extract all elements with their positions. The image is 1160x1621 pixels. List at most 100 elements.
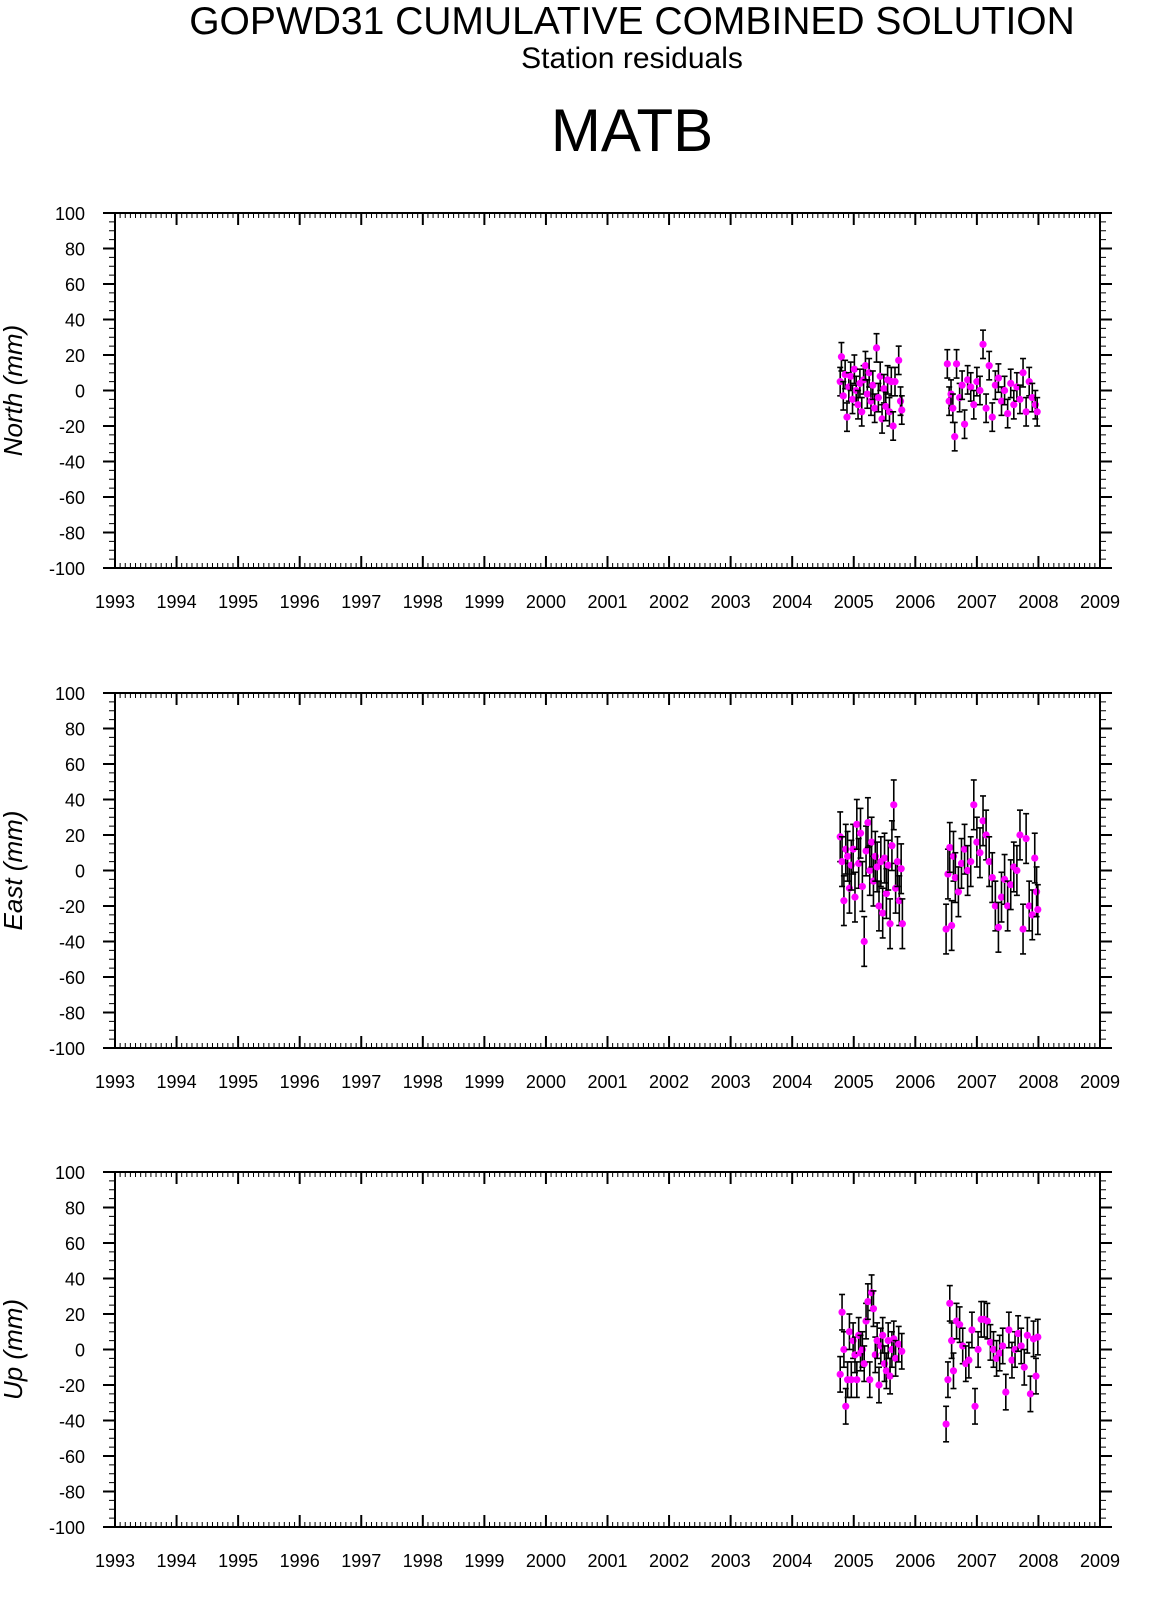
data-point	[952, 360, 961, 368]
data-point	[985, 362, 993, 370]
x-tick-label: 2003	[711, 592, 751, 612]
data-point	[964, 866, 972, 875]
data-point	[864, 1297, 872, 1306]
x-tick-label: 1997	[341, 1551, 381, 1571]
data-point	[886, 1372, 894, 1380]
data-point	[974, 1345, 982, 1354]
y-tick-label: 80	[65, 720, 85, 740]
data-point	[996, 1349, 1004, 1357]
data-point	[1034, 1333, 1042, 1341]
y-tick-label: -40	[59, 1412, 85, 1432]
data-point	[868, 838, 876, 846]
y-tick-label: -80	[59, 1004, 85, 1024]
data-point	[843, 852, 852, 860]
data-point	[994, 374, 1003, 382]
x-tick-label: 2001	[587, 1072, 627, 1092]
x-tick-label: 1995	[218, 592, 258, 612]
data-point	[1013, 866, 1021, 875]
data-point	[895, 1340, 903, 1348]
data-point	[1020, 1363, 1028, 1371]
data-point	[882, 402, 890, 411]
y-tick-label: 40	[65, 311, 85, 331]
x-tick-label: 1998	[403, 1551, 443, 1571]
data-point	[958, 381, 966, 389]
data-point	[982, 404, 990, 412]
data-point	[1002, 1388, 1010, 1396]
x-tick-label: 2000	[526, 1551, 566, 1571]
x-tick-label: 2004	[772, 1551, 812, 1571]
data-point	[858, 408, 866, 416]
data-point	[1005, 1326, 1013, 1334]
data-point	[946, 843, 954, 852]
data-point	[838, 1308, 846, 1316]
data-point	[968, 1326, 976, 1334]
x-tick-label: 1996	[280, 1072, 320, 1092]
x-tick-label: 2000	[526, 1072, 566, 1092]
x-tick-label: 2005	[834, 1072, 874, 1092]
y-tick-label: 20	[65, 346, 85, 366]
x-tick-label: 1999	[464, 1072, 504, 1092]
x-tick-label: 1998	[403, 1072, 443, 1092]
data-point	[1016, 395, 1024, 403]
x-tick-label: 2001	[587, 592, 627, 612]
data-point	[850, 365, 858, 373]
data-point	[988, 874, 996, 882]
x-tick-label: 2009	[1080, 1072, 1120, 1092]
data-point	[862, 847, 870, 855]
data-point	[837, 353, 846, 361]
data-point	[1008, 1356, 1016, 1364]
x-tick-label: 1995	[218, 1551, 258, 1571]
data-point	[853, 1376, 861, 1384]
x-tick-label: 2009	[1080, 592, 1120, 612]
data-point	[884, 1337, 892, 1345]
data-point	[873, 863, 881, 871]
y-tick-label: 100	[55, 684, 85, 704]
data-point	[843, 413, 851, 421]
data-point	[964, 376, 972, 384]
data-point	[1004, 409, 1012, 418]
data-point	[872, 344, 881, 352]
data-point	[861, 362, 870, 370]
data-point	[892, 1354, 900, 1362]
x-tick-label: 1999	[464, 592, 504, 612]
data-point	[1032, 1372, 1040, 1380]
y-tick-label: -100	[49, 559, 85, 579]
x-tick-label: 2003	[711, 1072, 751, 1092]
data-point	[999, 1342, 1007, 1350]
data-point	[970, 401, 978, 409]
y-tick-label: 20	[65, 826, 85, 846]
data-point	[949, 1367, 958, 1375]
data-point	[949, 404, 957, 412]
data-point	[1033, 408, 1041, 416]
data-point	[875, 902, 883, 910]
y-tick-label: -80	[59, 524, 85, 544]
data-point	[1010, 401, 1018, 409]
x-tick-label: 1994	[157, 1551, 197, 1571]
y-tick-label: 100	[55, 1163, 85, 1183]
data-point	[858, 882, 866, 891]
data-point	[898, 406, 906, 414]
x-tick-label: 2006	[895, 592, 935, 612]
data-point	[1016, 831, 1024, 839]
data-point	[891, 378, 899, 386]
x-tick-label: 2006	[895, 1551, 935, 1571]
y-tick-label: -20	[59, 1376, 85, 1396]
data-point	[971, 1402, 979, 1410]
data-point	[967, 383, 975, 391]
data-point	[885, 408, 894, 416]
data-point	[957, 859, 966, 868]
data-point	[988, 413, 996, 421]
data-point	[873, 1337, 881, 1345]
data-point	[1031, 854, 1039, 862]
data-point	[1023, 1331, 1031, 1339]
data-point	[946, 1299, 954, 1307]
data-point	[997, 397, 1006, 405]
data-point	[973, 838, 981, 846]
data-point	[866, 1376, 874, 1384]
y-tick-label: -100	[49, 1039, 85, 1059]
x-tick-label: 1994	[157, 592, 197, 612]
x-tick-label: 1993	[95, 1551, 135, 1571]
x-tick-label: 2000	[526, 592, 566, 612]
data-point	[970, 801, 978, 809]
data-point	[897, 865, 905, 873]
